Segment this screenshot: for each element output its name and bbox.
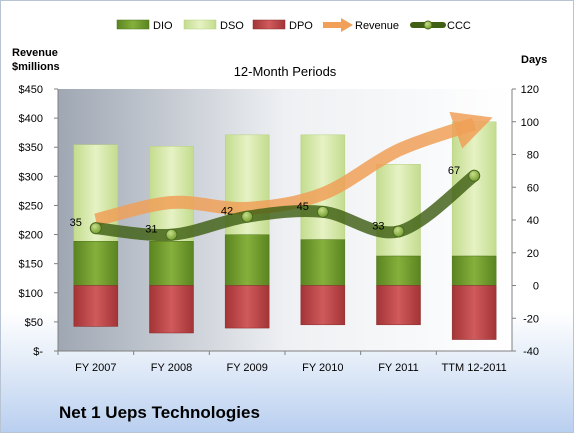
left-axis-tick-label: $250 <box>19 200 43 212</box>
data-labels-group: 35 31 42 45 33 67 <box>70 165 461 236</box>
bar-dpo <box>300 285 346 326</box>
bar-dio <box>73 241 119 286</box>
bar-dpo <box>376 285 421 326</box>
bar-dpo <box>224 285 270 329</box>
right-axis-tick-label: 100 <box>521 117 539 129</box>
left-axis-tick-label: $400 <box>19 113 43 125</box>
legend-swatch-revenue-head <box>341 18 353 32</box>
bar-dio <box>300 239 346 286</box>
right-axis-tick-label: 80 <box>527 150 539 162</box>
ccc-point <box>468 169 481 182</box>
legend-swatch-ccc-marker <box>423 20 433 30</box>
ccc-data-label: 42 <box>221 206 233 218</box>
x-axis-tick-label: FY 2007 <box>75 362 116 374</box>
right-axis-title: Days <box>521 54 547 66</box>
ccc-data-label: 31 <box>145 224 157 236</box>
legend-label-dio: DIO <box>153 20 173 32</box>
bar-dpo <box>451 285 497 340</box>
left-axis-title-line1: Revenue <box>12 47 58 59</box>
left-axis-title-line2: $millions <box>12 61 60 73</box>
ccc-point <box>89 222 102 235</box>
x-axis-tick-label: FY 2009 <box>226 362 267 374</box>
bar-dso <box>149 146 194 242</box>
x-axis-tick-label: FY 2010 <box>302 362 343 374</box>
right-axis-tick-label: 20 <box>527 248 539 260</box>
ccc-data-label: 35 <box>70 217 82 229</box>
right-axis-tick-label: 60 <box>527 182 539 194</box>
legend-label-dpo: DPO <box>289 20 313 32</box>
chart-subtitle: 12-Month Periods <box>234 64 337 79</box>
company-name: Net 1 Ueps Technologies <box>59 403 260 422</box>
legend-label-revenue: Revenue <box>355 20 399 32</box>
right-axis-tick-label: 40 <box>527 215 539 227</box>
bar-dpo <box>73 285 119 327</box>
axes: $- $50 $100 $150 $200 $250 $300 $350 $400 $450 -40… <box>19 84 539 374</box>
legend: DIO DSO DPO Revenue CCC <box>116 18 471 32</box>
lines-group <box>89 111 493 242</box>
right-axis-tick-label: 0 <box>533 281 539 293</box>
left-axis-tick-label: $300 <box>19 171 43 183</box>
ccc-point <box>165 228 178 241</box>
ccc-point <box>241 210 254 223</box>
bars-group <box>73 121 497 340</box>
legend-swatch-dso <box>183 19 217 30</box>
ccc-data-label: 45 <box>297 201 309 213</box>
left-axis-tick-label: $450 <box>19 84 43 96</box>
left-axis-tick-label: $50 <box>25 317 43 329</box>
bar-dio <box>376 255 421 286</box>
bar-dpo <box>149 285 194 334</box>
left-axis-tick-label: $- <box>33 346 43 358</box>
x-axis-tick-label: FY 2008 <box>151 362 192 374</box>
ccc-point <box>392 225 405 238</box>
x-axis-tick-label: TTM 12-2011 <box>442 362 507 374</box>
bar-dio <box>149 241 194 286</box>
ccc-data-label: 33 <box>372 220 384 232</box>
left-axis-tick-label: $150 <box>19 259 43 271</box>
x-axis-tick-label: FY 2011 <box>378 362 419 374</box>
left-axis-tick-label: $200 <box>19 230 43 242</box>
revenue-line <box>94 111 493 227</box>
left-axis-tick-label: $100 <box>19 288 43 300</box>
ccc-data-label: 67 <box>448 165 460 177</box>
right-axis-tick-label: -20 <box>523 313 539 325</box>
ccc-point <box>316 205 329 218</box>
legend-swatch-dpo <box>252 19 286 30</box>
bar-dio <box>451 255 497 286</box>
legend-label-dso: DSO <box>220 20 244 32</box>
bar-dso <box>376 164 421 257</box>
right-axis-tick-label: 120 <box>521 84 539 96</box>
legend-label-ccc: CCC <box>447 20 471 32</box>
legend-swatch-dio <box>116 19 150 30</box>
bar-dio <box>224 234 270 286</box>
right-axis-tick-label: -40 <box>523 346 539 358</box>
left-axis-tick-label: $350 <box>19 142 43 154</box>
